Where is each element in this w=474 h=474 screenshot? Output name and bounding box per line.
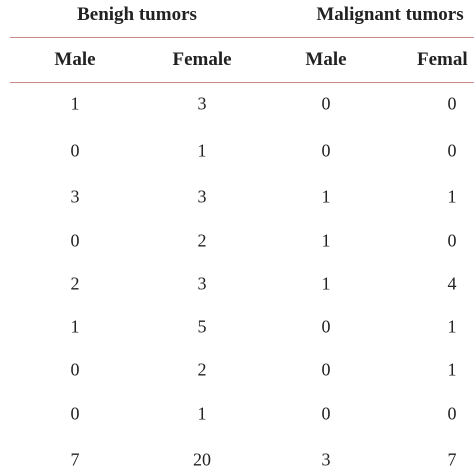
cell: 4 <box>447 273 457 294</box>
cell: 3 <box>197 186 207 207</box>
cell: 2 <box>70 273 80 294</box>
column-header: Female <box>172 49 232 70</box>
cell: 0 <box>70 403 80 424</box>
cell: 1 <box>447 316 457 337</box>
cell: 3 <box>321 449 331 470</box>
cell: 0 <box>70 359 80 380</box>
header-rule <box>10 82 474 83</box>
cell: 0 <box>447 403 457 424</box>
cell: 5 <box>197 316 207 337</box>
cell: 3 <box>70 186 80 207</box>
cell: 0 <box>447 140 457 161</box>
column-header: Femal <box>417 49 468 70</box>
cell: 7 <box>70 449 80 470</box>
cell: 1 <box>447 359 457 380</box>
header-rule <box>10 37 474 38</box>
cell: 1 <box>197 140 207 161</box>
cell: 0 <box>321 140 331 161</box>
group-header: Benigh tumors <box>77 4 197 25</box>
cell: 0 <box>321 359 331 380</box>
cell: 1 <box>197 403 207 424</box>
cell: 3 <box>197 93 207 114</box>
cell: 1 <box>321 230 331 251</box>
cell: 0 <box>70 230 80 251</box>
cell: 0 <box>70 140 80 161</box>
column-header: Male <box>54 49 96 70</box>
cell: 0 <box>321 403 331 424</box>
cell: 0 <box>447 230 457 251</box>
group-header: Malignant tumors <box>316 4 464 25</box>
cell: 0 <box>321 93 331 114</box>
cell: 0 <box>447 93 457 114</box>
cell: 1 <box>447 186 457 207</box>
cell: 1 <box>70 316 80 337</box>
cell: 0 <box>321 316 331 337</box>
cell: 2 <box>197 230 207 251</box>
cell: 2 <box>197 359 207 380</box>
cell: 1 <box>321 273 331 294</box>
cell: 1 <box>70 93 80 114</box>
cell: 20 <box>193 449 211 470</box>
cell: 7 <box>447 449 457 470</box>
cell: 3 <box>197 273 207 294</box>
cell: 1 <box>321 186 331 207</box>
column-header: Male <box>305 49 347 70</box>
